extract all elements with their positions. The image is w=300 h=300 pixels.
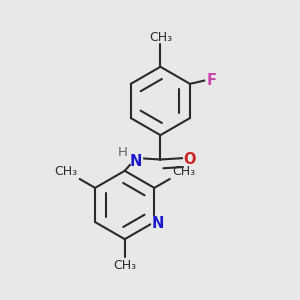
- Text: N: N: [152, 216, 164, 231]
- Text: CH₃: CH₃: [172, 165, 195, 178]
- Text: CH₃: CH₃: [113, 260, 136, 272]
- Text: H: H: [118, 146, 128, 159]
- Circle shape: [206, 74, 218, 86]
- Text: N: N: [130, 154, 142, 169]
- Circle shape: [152, 215, 164, 229]
- Circle shape: [130, 153, 142, 166]
- Text: F: F: [207, 74, 217, 88]
- Text: CH₃: CH₃: [55, 165, 78, 178]
- Circle shape: [184, 152, 196, 164]
- Text: CH₃: CH₃: [149, 31, 172, 44]
- Text: O: O: [183, 152, 196, 167]
